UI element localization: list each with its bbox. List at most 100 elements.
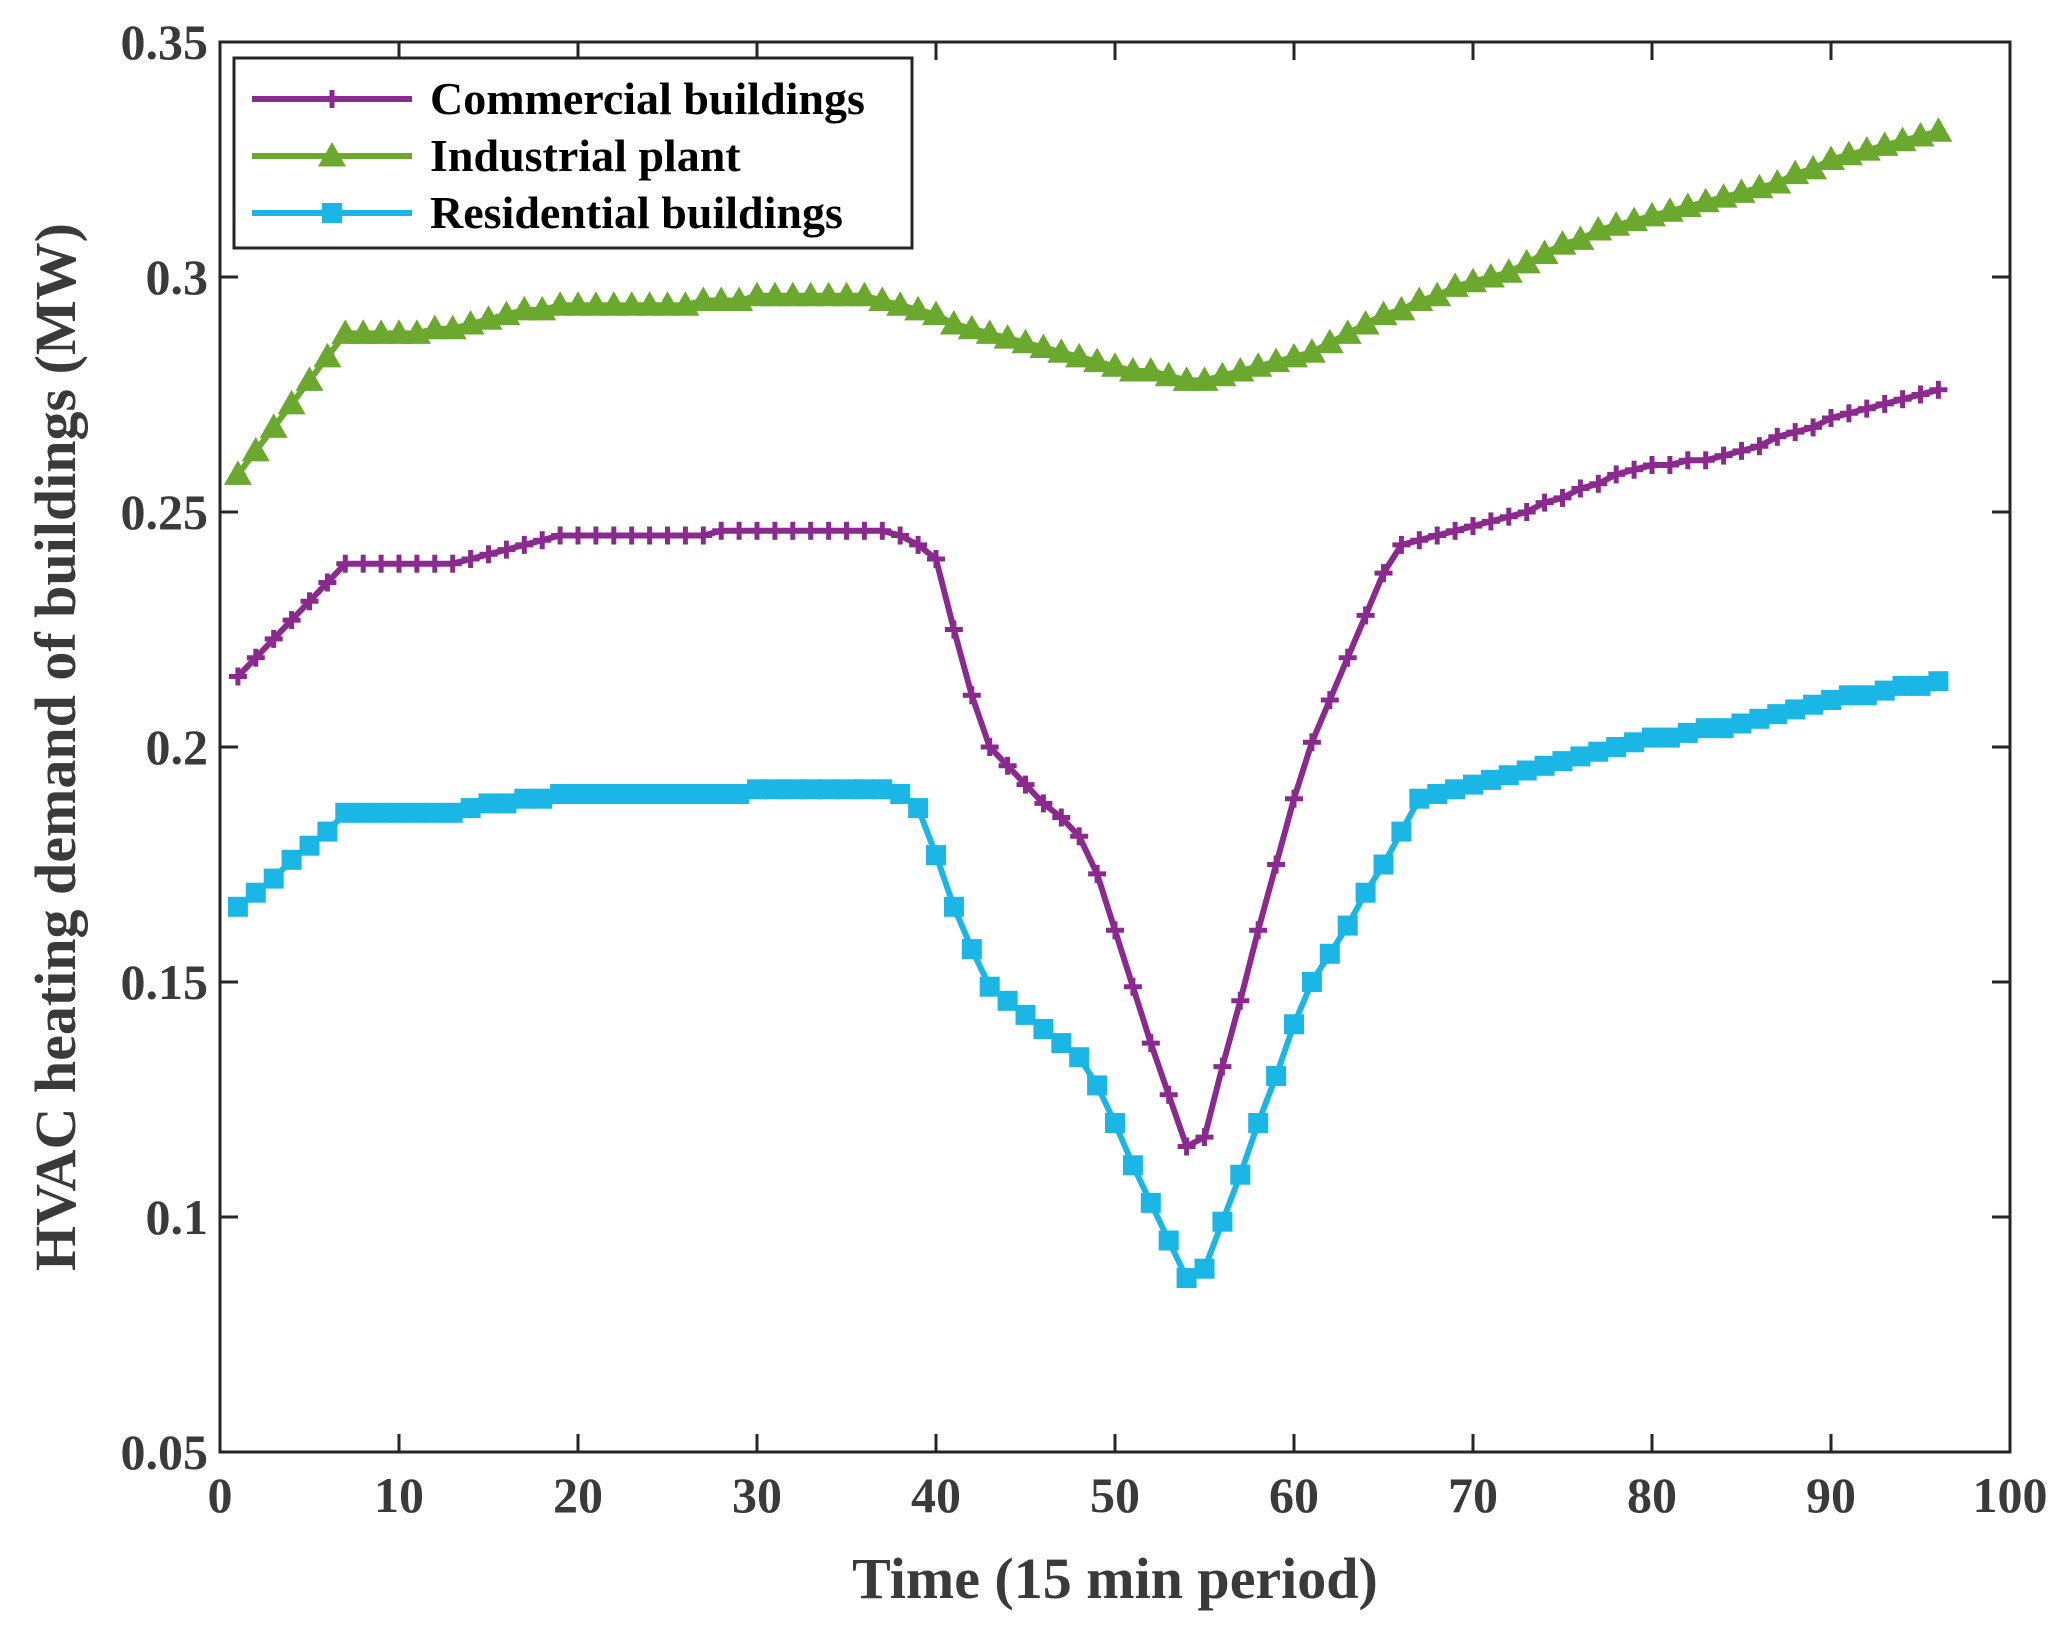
data-point-plus bbox=[1696, 451, 1715, 470]
data-point-square bbox=[299, 835, 320, 856]
data-point-plus bbox=[1804, 418, 1823, 437]
data-point-plus bbox=[1786, 423, 1805, 442]
data-point-plus bbox=[246, 648, 265, 667]
data-point-square bbox=[693, 784, 714, 804]
data-point-triangle bbox=[295, 366, 324, 391]
data-point-plus bbox=[1016, 775, 1035, 794]
data-point-triangle bbox=[1136, 357, 1165, 382]
data-point-triangle bbox=[259, 413, 288, 438]
data-point-square bbox=[1749, 708, 1770, 729]
legend-entry: Residential buildings bbox=[252, 187, 843, 238]
data-point-plus bbox=[1750, 437, 1769, 456]
data-point-plus bbox=[1625, 460, 1644, 479]
data-point-plus bbox=[228, 667, 247, 686]
data-point-triangle bbox=[1118, 357, 1147, 382]
data-point-plus bbox=[730, 521, 749, 540]
data-point-square bbox=[1373, 854, 1394, 875]
data-point-triangle bbox=[318, 142, 346, 167]
data-point-square bbox=[1534, 755, 1555, 776]
data-point-triangle bbox=[1333, 319, 1362, 344]
data-point-plus bbox=[855, 521, 874, 540]
data-point-square bbox=[442, 802, 463, 823]
data-point-plus bbox=[497, 540, 516, 559]
data-point-square bbox=[1677, 722, 1698, 743]
data-point-plus bbox=[1106, 921, 1124, 940]
data-point-square bbox=[322, 203, 342, 223]
data-point-square bbox=[1158, 1230, 1179, 1251]
data-point-plus bbox=[1714, 446, 1733, 465]
data-point-triangle bbox=[1083, 347, 1112, 373]
data-point-triangle bbox=[1011, 328, 1040, 354]
data-point-square bbox=[1140, 1192, 1161, 1213]
data-point-triangle bbox=[1065, 342, 1094, 368]
data-point-plus bbox=[604, 526, 623, 545]
data-point-square bbox=[1122, 1155, 1143, 1176]
data-point-plus bbox=[1159, 1085, 1178, 1104]
data-point-plus bbox=[1231, 991, 1250, 1010]
data-point-square bbox=[1176, 1268, 1197, 1289]
data-point-square bbox=[675, 784, 696, 804]
data-point-square bbox=[1212, 1211, 1233, 1232]
data-point-square bbox=[1337, 915, 1358, 936]
data-point-plus bbox=[1195, 1128, 1214, 1147]
data-point-plus bbox=[837, 521, 856, 540]
data-point-triangle bbox=[743, 281, 771, 307]
data-point-triangle bbox=[617, 291, 646, 316]
data-point-square bbox=[460, 798, 481, 819]
data-point-triangle bbox=[886, 291, 915, 316]
legend-label: Residential buildings bbox=[430, 187, 843, 238]
data-point-triangle bbox=[993, 324, 1022, 349]
data-point-square bbox=[1659, 727, 1680, 748]
data-point-plus bbox=[1392, 535, 1411, 554]
data-point-square bbox=[1069, 1047, 1090, 1068]
data-point-square bbox=[1821, 690, 1841, 710]
data-point-plus bbox=[1285, 789, 1303, 808]
data-point-plus bbox=[407, 554, 426, 573]
data-point-plus bbox=[765, 521, 784, 540]
data-point-plus bbox=[1732, 441, 1751, 460]
data-point-plus bbox=[1481, 512, 1500, 531]
data-point-plus bbox=[1052, 808, 1071, 827]
data-point-plus bbox=[336, 554, 355, 573]
data-point-square bbox=[1695, 718, 1716, 739]
data-point-plus bbox=[1875, 394, 1894, 413]
legend-entry: Industrial plant bbox=[252, 130, 741, 181]
data-point-triangle bbox=[635, 291, 664, 316]
data-point-square bbox=[1391, 821, 1412, 842]
data-point-plus bbox=[1929, 380, 1948, 399]
data-point-plus bbox=[640, 526, 659, 545]
data-point-square bbox=[943, 896, 964, 917]
data-point-square bbox=[1015, 1004, 1036, 1025]
data-point-plus bbox=[1589, 474, 1608, 493]
data-point-triangle bbox=[957, 314, 986, 340]
data-point-square bbox=[1624, 732, 1645, 753]
data-point-square bbox=[1230, 1164, 1251, 1185]
data-point-square bbox=[1713, 718, 1734, 739]
data-point-square bbox=[263, 868, 284, 889]
data-point-triangle bbox=[1566, 225, 1595, 250]
data-point-plus bbox=[622, 526, 641, 545]
data-point-square bbox=[1194, 1258, 1215, 1279]
data-point-plus bbox=[1643, 456, 1661, 474]
data-point-triangle bbox=[796, 281, 825, 307]
data-point-plus bbox=[944, 620, 963, 639]
data-point-plus bbox=[443, 554, 462, 573]
data-point-triangle bbox=[1297, 338, 1326, 363]
data-point-triangle bbox=[850, 281, 879, 307]
data-point-triangle bbox=[241, 436, 270, 462]
data-point-square bbox=[979, 976, 1000, 997]
y-tick-label: 0.35 bbox=[121, 14, 209, 70]
x-tick-label: 50 bbox=[1090, 1467, 1140, 1523]
data-point-plus bbox=[318, 573, 337, 592]
data-point-square bbox=[926, 845, 946, 866]
data-point-square bbox=[245, 882, 266, 903]
data-point-plus bbox=[1660, 456, 1679, 474]
data-point-plus bbox=[1535, 493, 1554, 512]
series-residential-buildings bbox=[227, 671, 1949, 1289]
data-point-plus bbox=[1911, 385, 1930, 404]
data-point-plus bbox=[264, 629, 283, 648]
data-point-triangle bbox=[760, 281, 789, 307]
data-point-plus bbox=[891, 526, 910, 545]
y-tick-label: 0.25 bbox=[121, 484, 209, 540]
x-axis: 0 10 20 30 40 50 60 70 80 90 100 bbox=[208, 42, 2048, 1523]
